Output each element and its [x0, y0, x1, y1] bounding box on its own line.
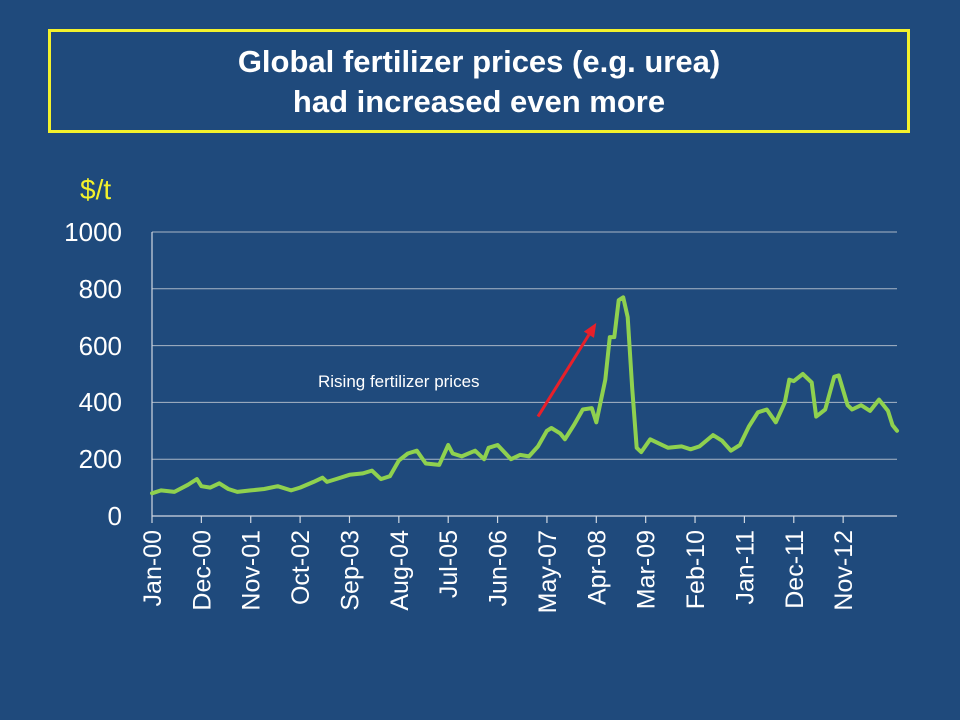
annotation-arrow-shaft — [536, 333, 591, 418]
y-tick-label-600: 600 — [78, 330, 122, 361]
series-line-0 — [150, 295, 899, 496]
x-tick-label-Dec-11: Dec-11 — [781, 530, 809, 609]
x-tick-label-Nov-12: Nov-12 — [830, 530, 858, 611]
x-tick-label-Nov-01: Nov-01 — [238, 530, 266, 611]
x-tick-label-Jul-05: Jul-05 — [435, 530, 463, 598]
x-tick-label-Apr-08: Apr-08 — [583, 530, 611, 605]
annotation-arrow-head — [583, 322, 597, 338]
x-tick-label-Oct-02: Oct-02 — [287, 530, 315, 605]
x-tick-label-Jun-06: Jun-06 — [485, 530, 513, 606]
title-line-1: Global fertilizer prices (e.g. urea) — [237, 44, 721, 79]
y-tick-label-200: 200 — [78, 444, 122, 475]
y-tick-label-400: 400 — [78, 387, 122, 418]
x-tick-label-Mar-09: Mar-09 — [633, 530, 661, 609]
x-tick-label-May-07: May-07 — [534, 530, 562, 613]
y-tick-label-1000: 1000 — [64, 217, 122, 247]
x-tick-label-Dec-00: Dec-00 — [188, 530, 216, 611]
title-box: Global fertilizer prices (e.g. urea) had… — [48, 29, 910, 133]
axes — [151, 232, 897, 517]
title-line-2: had increased even more — [292, 84, 666, 119]
series-group — [150, 295, 899, 496]
x-tick-label-Jan-00: Jan-00 — [139, 530, 167, 606]
x-axis-tick-labels: Jan-00 Dec-00 Nov-01 Oct-02 Sep-03 Aug-04 Jul-… — [139, 516, 858, 613]
x-tick-label-Aug-04: Aug-04 — [386, 530, 414, 611]
annotation-label: Rising fertilizer prices — [318, 372, 480, 391]
y-tick-label-800: 800 — [78, 273, 122, 304]
x-tick-label-Jan-11: Jan-11 — [731, 530, 759, 605]
annotation-arrow-group — [536, 322, 597, 418]
gridlines — [152, 231, 897, 460]
y-axis-unit-label: $/t — [80, 174, 112, 205]
x-tick-label-Sep-03: Sep-03 — [336, 530, 364, 611]
x-tick-label-Feb-10: Feb-10 — [682, 530, 710, 609]
y-tick-label-0: 0 — [107, 501, 122, 531]
